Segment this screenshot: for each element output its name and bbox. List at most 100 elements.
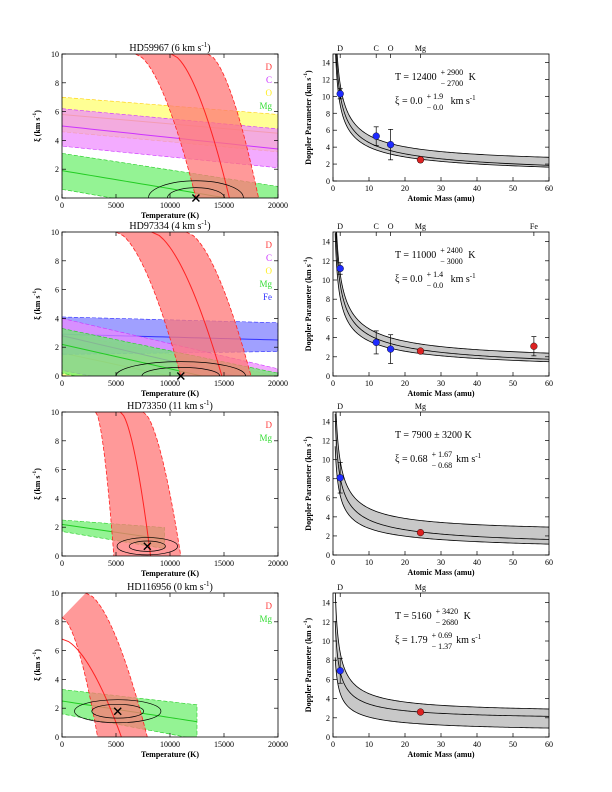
y-tick-label: 0 (326, 372, 330, 381)
x-tick-label: 15000 (214, 559, 234, 568)
y-tick-label: 8 (55, 618, 59, 627)
x-tick-label: 60 (545, 184, 553, 193)
x-tick-label: 10000 (160, 559, 180, 568)
y-tick-label: 6 (55, 108, 59, 117)
temperature-lower-error: − 2680 (436, 618, 459, 627)
xi-value: ξ = 0.0 (395, 274, 423, 285)
data-point-O (387, 140, 395, 149)
plot-area (334, 232, 549, 363)
plot-area (62, 232, 278, 376)
contour-panel-3: 0 5000 10000 15000 20000 0 2 4 6 8 10 HD116956 (0 k… (32, 580, 288, 759)
x-tick-label: 10 (365, 184, 373, 193)
band-edge-D (207, 54, 259, 198)
temperature-unit: K (468, 250, 476, 261)
x-tick-label: 50 (509, 558, 517, 567)
top-label-C: C (374, 44, 379, 53)
model-best-curve (335, 54, 549, 166)
band-center-Mg (62, 343, 205, 376)
confidence-contour-outer (115, 361, 246, 376)
xi-upper-error: + 1.67 (432, 450, 453, 459)
y-tick-label: 4 (326, 513, 330, 522)
y-tick-label: 12 (322, 75, 330, 84)
x-tick-label: 0 (331, 184, 335, 193)
band-D (62, 593, 148, 737)
x-tick-label: 20000 (268, 201, 288, 210)
top-label-D: D (337, 402, 343, 411)
x-tick-label: 30 (437, 558, 445, 567)
model-upper-curve (335, 412, 549, 528)
band-edge-D (85, 593, 148, 737)
y-tick-label: 2 (55, 165, 59, 174)
x-tick-label: 20 (401, 558, 409, 567)
confidence-contour-inner (167, 187, 225, 198)
data-point-Mg (416, 528, 425, 537)
model-lower-curve (334, 446, 549, 545)
x-tick-label: 20000 (268, 740, 288, 749)
y-tick-label: 14 (322, 58, 330, 67)
temperature-annotation: T = 7900 ± 3200 K (395, 430, 473, 441)
y-tick-label: 0 (55, 733, 59, 742)
x-tick-label: 40 (473, 379, 481, 388)
x-tick-label: 15000 (214, 740, 234, 749)
top-label-D: D (337, 222, 343, 231)
doppler-panel-2: 0 10 20 30 40 50 60 0 2 4 6 8 10 12 14 D Mg Atomic Mass (… (303, 402, 553, 577)
x-tick-label: 20 (401, 740, 409, 749)
confidence-contour-outer (116, 537, 178, 556)
x-tick-label: 0 (60, 379, 64, 388)
doppler-panel-3: 0 10 20 30 40 50 60 0 2 4 6 8 10 12 14 D Mg Atomic Mass (… (303, 583, 553, 759)
xi-lower-error: − 0.0 (427, 103, 444, 112)
legend-O: O (266, 88, 273, 98)
temperature-upper-error: + 2400 (440, 246, 463, 255)
model-upper-curve (334, 593, 549, 710)
contour-panel-0: 0 5000 10000 15000 20000 0 2 4 6 8 10 HD59967 (6 km… (32, 41, 288, 220)
band-edge-D (186, 232, 252, 376)
y-tick-label: 2 (55, 523, 59, 532)
top-label-Mg: Mg (415, 583, 426, 592)
data-point-D (336, 474, 344, 482)
xi-upper-error: + 1.4 (427, 270, 444, 279)
data-point-D (336, 264, 344, 273)
y-tick-label: 10 (51, 50, 59, 59)
y-tick-label: 4 (55, 136, 59, 145)
y-axis-label: ξ (km s-1) (32, 110, 42, 142)
x-tick-label: 60 (545, 558, 553, 567)
best-fit-marker (143, 542, 152, 551)
top-label-Mg: Mg (415, 402, 426, 411)
y-tick-label: 6 (55, 647, 59, 656)
data-point-D (336, 90, 344, 98)
top-label-C: C (374, 222, 379, 231)
model-lower-curve (334, 233, 549, 363)
legend-D: D (266, 240, 273, 250)
x-tick-label: 20 (401, 379, 409, 388)
temperature-value: T = 12400 (395, 72, 437, 83)
model-best-curve (334, 621, 549, 717)
y-tick-label: 12 (322, 437, 330, 446)
model-lower-curve (335, 54, 549, 168)
y-tick-label: 14 (322, 238, 330, 247)
xi-value: ξ = 0.68 (395, 454, 428, 465)
y-tick-label: 8 (55, 437, 59, 446)
x-tick-label: 40 (473, 184, 481, 193)
legend-Fe: Fe (263, 292, 272, 302)
y-tick-label: 6 (326, 314, 330, 323)
legend-Mg: Mg (259, 433, 272, 443)
y-tick-label: 6 (326, 494, 330, 503)
model-lower-curve (334, 657, 549, 729)
xi-value: ξ = 0.0 (395, 96, 423, 107)
xi-unit: km s-1 (456, 452, 482, 465)
x-tick-label: 60 (545, 379, 553, 388)
top-label-D: D (337, 583, 343, 592)
y-tick-label: 6 (326, 675, 330, 684)
panel-title: HD59967 (6 km s-1) (129, 41, 210, 54)
data-point-D (336, 667, 344, 675)
legend-Mg: Mg (259, 279, 272, 289)
y-tick-label: 0 (326, 733, 330, 742)
xi-lower-error: − 0.68 (432, 461, 453, 470)
x-axis-label: Temperature (K) (141, 750, 199, 759)
band-D (116, 232, 251, 376)
panel-title: HD73350 (11 km s-1) (127, 399, 213, 412)
y-tick-label: 4 (326, 695, 330, 704)
band-center-D (119, 412, 152, 556)
doppler-panel-0: 0 10 20 30 40 50 60 0 2 4 6 8 10 12 14 D C O Mg Atomic Mass… (303, 44, 553, 203)
